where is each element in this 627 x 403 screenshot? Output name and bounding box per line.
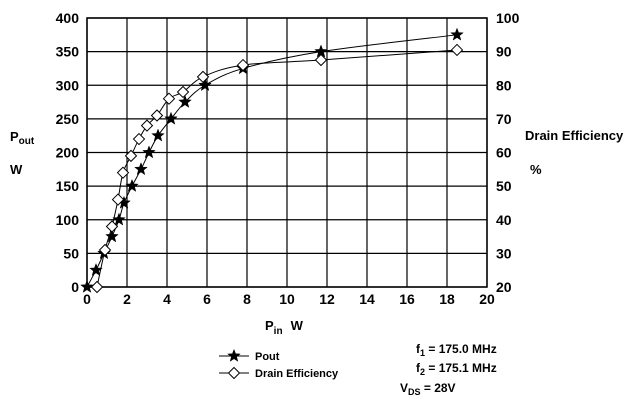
data-point-pout	[198, 78, 212, 92]
series-lines	[86, 34, 458, 288]
data-point-drain-efficiency	[111, 193, 125, 206]
data-point-drain-efficiency	[150, 109, 164, 122]
plot-area-frame	[86, 17, 488, 288]
series-markers	[80, 27, 464, 294]
x-tick-label: 6	[203, 291, 211, 307]
data-point-drain-efficiency	[162, 92, 176, 105]
data-point-drain-efficiency	[116, 166, 130, 179]
y-right-tick-labels: 20 30 40 50 60 70 80 90 100	[496, 10, 520, 295]
data-point-drain-efficiency	[132, 132, 146, 146]
legend-pout-marker	[227, 348, 241, 362]
data-point-drain-efficiency	[314, 53, 328, 67]
data-point-drain-efficiency	[176, 85, 190, 99]
note-vds-value: = 28V	[421, 381, 456, 395]
x-tick-labels: 0 2 4 6 8 10 12 14 16 18 20	[83, 291, 495, 307]
y-right-tick-label: 100	[496, 10, 520, 26]
data-point-pout	[134, 162, 148, 176]
x-axis-title: Pin W	[265, 318, 304, 337]
data-point-pout	[89, 262, 103, 277]
data-point-drain-efficiency	[98, 243, 112, 257]
note-f1-main: f	[416, 342, 421, 356]
y-right-tick-label: 40	[496, 212, 512, 228]
legend-star-marker	[227, 348, 241, 362]
data-point-drain-efficiency	[105, 220, 119, 233]
y-left-tick-labels: 0 50 100 150 200 250 300 350 400	[56, 10, 80, 295]
data-point-drain-efficiency	[90, 280, 104, 294]
data-point-pout	[142, 145, 156, 159]
x-tick-label: 16	[399, 291, 415, 307]
note-f1: f1 = 175.0 MHz	[416, 342, 497, 358]
y-right-axis-title: Drain Efficiency	[525, 128, 624, 143]
data-point-pout	[105, 229, 119, 243]
y-left-axis-title: Pout	[10, 129, 35, 147]
x-title-main: P	[265, 318, 274, 333]
y-left-tick-label: 100	[56, 212, 80, 228]
x-title-sub: in	[274, 326, 283, 337]
data-point-pout	[450, 27, 464, 41]
x-tick-label: 20	[479, 291, 495, 307]
data-point-pout	[178, 94, 192, 108]
data-point-drain-efficiency	[196, 70, 210, 84]
data-point-pout	[151, 128, 165, 142]
data-point-pout	[112, 212, 126, 226]
y-right-tick-label: 20	[496, 279, 512, 295]
y-left-title-main: P	[10, 129, 19, 144]
legend-efficiency-label: Drain Efficiency	[255, 368, 339, 380]
x-title-unit: W	[291, 318, 304, 333]
x-tick-label: 10	[279, 291, 295, 307]
note-vds-sub: DS	[408, 387, 421, 397]
data-point-pout	[164, 111, 178, 125]
y-left-title-sub: out	[19, 136, 35, 147]
note-vds: VDS = 28V	[400, 381, 456, 397]
y-left-tick-label: 0	[71, 279, 79, 295]
note-f2-sub: 2	[420, 367, 425, 377]
legend-pout-label: Pout	[255, 351, 280, 363]
y-right-tick-label: 80	[496, 77, 512, 93]
data-point-drain-efficiency	[450, 43, 464, 57]
series-line-pout	[86, 34, 458, 288]
y-left-axis-unit: W	[10, 162, 23, 177]
x-tick-label: 18	[439, 291, 455, 307]
data-point-drain-efficiency	[236, 58, 250, 72]
legend-diamond-marker	[227, 366, 241, 380]
y-left-tick-label: 300	[56, 77, 80, 93]
x-tick-label: 12	[319, 291, 335, 307]
data-point-drain-efficiency	[140, 119, 154, 132]
note-vds-main: V	[400, 381, 408, 395]
y-left-tick-label: 50	[63, 245, 79, 261]
y-right-axis-unit: %	[530, 162, 542, 177]
x-tick-label: 0	[83, 291, 91, 307]
y-left-tick-label: 400	[56, 10, 80, 26]
note-f2-main: f	[416, 361, 421, 375]
x-tick-label: 8	[243, 291, 251, 307]
y-left-tick-label: 250	[56, 111, 80, 127]
y-left-tick-label: 200	[56, 145, 80, 161]
x-tick-label: 4	[163, 291, 171, 307]
data-point-drain-efficiency	[124, 149, 138, 163]
note-f1-value: = 175.0 MHz	[425, 342, 497, 356]
y-left-tick-label: 150	[56, 178, 80, 194]
data-point-pout	[125, 178, 139, 192]
legend: Pout Drain Efficiency	[219, 348, 339, 380]
x-tick-label: 14	[359, 291, 375, 307]
y-right-tick-label: 50	[496, 178, 512, 194]
note-f2: f2 = 175.1 MHz	[416, 361, 497, 377]
x-tick-label: 2	[123, 291, 131, 307]
data-point-pout	[80, 279, 94, 293]
legend-efficiency-marker	[227, 366, 241, 380]
note-f1-sub: 1	[420, 348, 425, 358]
y-right-tick-label: 70	[496, 111, 512, 127]
y-right-tick-label: 60	[496, 145, 512, 161]
y-left-tick-label: 350	[56, 44, 80, 60]
y-right-tick-label: 30	[496, 245, 512, 261]
y-right-tick-label: 90	[496, 44, 512, 60]
note-f2-value: = 175.1 MHz	[425, 361, 497, 375]
